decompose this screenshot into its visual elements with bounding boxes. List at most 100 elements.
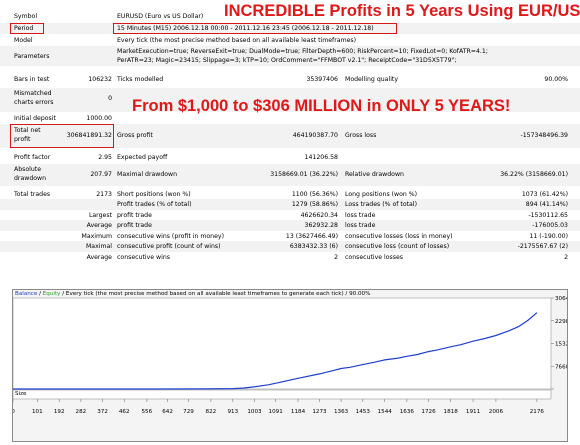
ltrades-label: Loss trades (% of total) [345,201,417,208]
largest-label: Largest [88,212,112,219]
grossprofit-value: 464190387.70 [292,132,338,139]
x-tick-label: 1003 [247,409,262,415]
grossloss-value: -157348496.39 [520,132,568,139]
bars-label: Bars in test [14,76,50,83]
mcl-value: 11 (-190.00) [529,233,568,240]
period-label: Period [14,25,34,32]
average-label: Average [86,222,112,229]
x-tick-label: 822 [206,409,217,415]
symbol-label: Symbol [14,13,38,20]
x-tick-label: 2176 [530,409,545,415]
y-tick-label: 7660195 [555,364,567,370]
trades-value: 2173 [96,191,112,198]
average2-label: Average [86,254,112,261]
bars-value: 106232 [88,76,112,83]
x-tick-label: 1453 [356,409,371,415]
reldd-value: 36.22% (3158669.01) [500,171,568,178]
maximal-label: Maximal [85,243,112,250]
mcl-label: consecutive losses (loss in money) [345,233,453,240]
pf-label: Profit factor [14,154,51,161]
acw-value: 2 [334,254,338,261]
y-tick-label: 30640758 [555,296,567,302]
short-value: 1100 (56.36%) [291,191,338,198]
deposit-value: 1000.00 [86,115,112,122]
ticks-label: Ticks modelled [117,76,164,83]
aloss-label: loss trade [345,222,376,229]
symbol-value: EURUSD (Euro vs US Dollar) [117,13,204,20]
x-tick-label: 1273 [312,409,327,415]
mxcl-label: consecutive loss (count of losses) [345,243,450,250]
mismatch-value: 0 [108,95,112,102]
lloss-value: -1530112.65 [528,212,568,219]
pf-value: 2.95 [98,154,112,161]
headline-top: INCREDIBLE Profits in 5 Years Using EUR/… [224,2,580,20]
maxdd-value: 3158669.01 (36.22%) [270,171,338,178]
plot-area [13,297,552,390]
x-tick-label: 1726 [421,409,436,415]
x-tick-label: 1911 [466,409,481,415]
ticks-value: 35397406 [306,76,339,83]
chart-legend-balance: Balance [15,291,38,297]
lloss-label: loss trade [345,212,376,219]
balance-chart-svg: 30640758 22980556 15320377 7660195 0 101 192 28… [13,296,567,415]
absdd-label-2: drawdown [14,175,47,182]
balance-chart-panel: Balance / Equity / Every tick (the most … [12,289,568,442]
x-tick-label: 101 [32,409,43,415]
netprofit-value: 306841891.32 [66,132,112,139]
period-label-box [10,23,44,34]
aprofit-label: profit trade [117,222,152,229]
aprofit-value: 362932.28 [304,222,338,229]
mismatch-label-2: charts errors [14,99,54,106]
y-tick-label: 15320377 [555,342,567,348]
x-tick-label: 2006 [489,409,504,415]
deposit-label: Initial deposit [14,115,56,122]
short-label: Short positions (won %) [117,191,191,198]
y-tick-label: 22980556 [555,319,567,325]
x-tick-label: 192 [54,409,65,415]
absdd-label-1: Absolute [14,166,42,173]
chart-header: Balance / Equity / Every tick (the most … [15,291,370,297]
x-tick-label: 556 [142,409,153,415]
chart-legend-equity: Equity [42,291,61,297]
parameters-row-band [0,46,580,66]
mcw-value: 13 (3627466.49) [285,233,338,240]
ptrades-label: Profit trades (% of total) [117,201,192,208]
mcw-label: consecutive wins (profit in money) [117,233,224,240]
parameters-line-2: PerATR=23; Magic=23415; Slippage=3; kTP=… [117,57,457,64]
x-tick-label: 1818 [444,409,459,415]
mxcw-row-band [0,241,580,252]
period-row-band [0,23,580,34]
size-label: Size [15,391,27,397]
long-label: Long positions (won %) [345,191,418,198]
model-value: Every tick (the most precise method base… [117,37,357,44]
payoff-value: 141206.58 [304,154,338,161]
balance-line [13,312,538,390]
netprofit-box [10,124,114,148]
lprofit-label: profit trade [117,212,152,219]
acl-label: consecutive losses [345,254,404,261]
maxdd-label: Maximal drawdown [117,171,178,178]
lprofit-value: 4626620.34 [300,212,338,219]
grossprofit-label: Gross profit [117,132,153,139]
mismatch-row-band [0,88,580,112]
parameters-line-1: MarketExecution=true; ReverseExit=true; … [117,48,488,55]
model-label: Model [14,37,33,44]
period-value-box [113,23,397,34]
quality-label: Modelling quality [345,76,398,83]
x-tick-label: 913 [227,409,238,415]
acl-value: 2 [564,254,568,261]
aprofit-row-band [0,220,580,231]
aloss-value: -176005.03 [532,222,568,229]
absdd-row-band [0,164,580,186]
x-tick-label: 0 [13,409,15,415]
payoff-label: Expected payoff [117,154,168,161]
reldd-label: Relative drawdown [345,171,404,178]
x-tick-label: 282 [76,409,87,415]
maximum-label: Maximum [81,233,113,240]
x-tick-label: 372 [97,409,108,415]
trades-label: Total trades [14,191,51,198]
size-strip [13,389,552,400]
x-tick-label: 1544 [378,409,393,415]
parameters-label: Parameters [14,53,50,60]
mxcw-value: 6383432.33 (6) [289,243,338,250]
